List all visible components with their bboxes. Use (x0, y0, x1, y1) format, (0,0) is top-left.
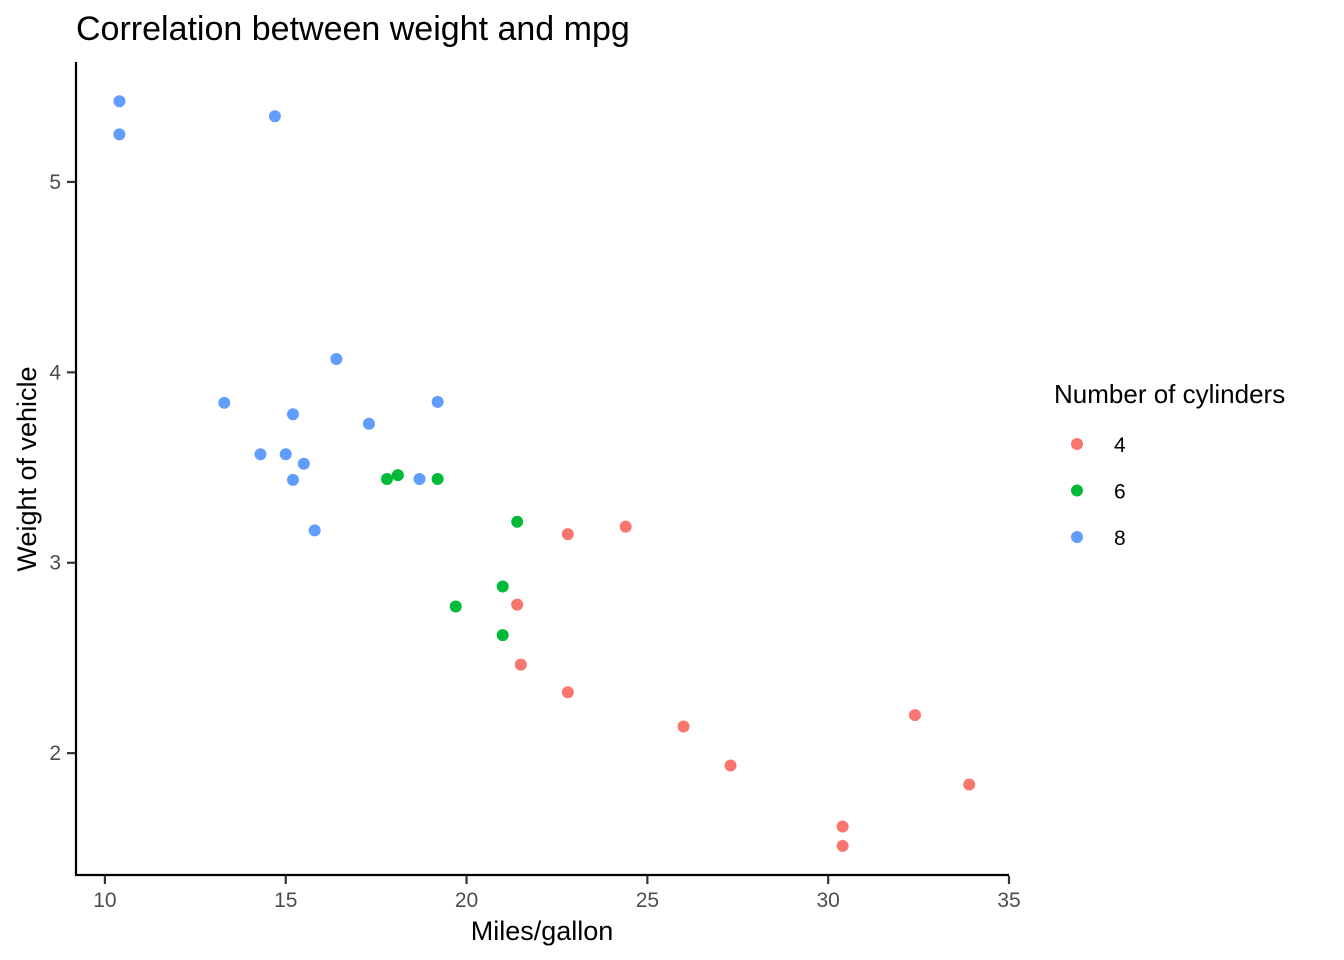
data-point-cyl-8 (362, 417, 375, 430)
data-point-cyl-8 (330, 353, 343, 366)
data-point-cyl-8 (254, 448, 267, 461)
data-point-cyl-8 (297, 457, 310, 470)
legend-key-6 (1071, 484, 1083, 497)
data-point-cyl-4 (619, 520, 632, 533)
x-tick-label: 10 (93, 889, 116, 912)
y-axis-label: Weight of vehicle (12, 366, 42, 571)
x-tick-label: 35 (997, 889, 1020, 912)
data-points (113, 95, 976, 852)
legend-label-4: 4 (1114, 434, 1126, 457)
data-point-cyl-6 (431, 472, 444, 485)
legend: Number of cylinders 4 6 8 (1054, 379, 1285, 550)
chart-title: Correlation between weight and mpg (76, 10, 630, 48)
legend-key-4 (1071, 438, 1083, 450)
data-point-cyl-4 (724, 759, 737, 772)
legend-label-8: 8 (1114, 527, 1126, 550)
data-point-cyl-8 (413, 472, 426, 485)
data-point-cyl-8 (113, 128, 126, 141)
data-point-cyl-4 (677, 720, 690, 733)
data-point-cyl-4 (963, 778, 976, 791)
data-point-cyl-4 (836, 820, 849, 833)
data-point-cyl-8 (286, 408, 299, 421)
y-tick-label: 4 (49, 361, 61, 384)
legend-label-6: 6 (1114, 481, 1126, 504)
y-tick-label: 3 (49, 552, 61, 575)
data-point-cyl-8 (268, 110, 281, 123)
data-point-cyl-8 (308, 524, 321, 537)
plot-area: 10 15 20 25 30 35 2 3 4 5 (49, 62, 1021, 912)
data-point-cyl-4 (908, 709, 921, 722)
data-point-cyl-8 (286, 473, 299, 486)
x-tick-label: 30 (817, 889, 840, 912)
x-axis-label: Miles/gallon (471, 916, 614, 946)
legend-items: 4 6 8 (1071, 434, 1126, 550)
data-point-cyl-8 (113, 95, 126, 108)
data-point-cyl-4 (511, 598, 524, 611)
x-tick-label: 15 (274, 889, 297, 912)
data-point-cyl-4 (836, 839, 849, 852)
data-point-cyl-4 (561, 528, 574, 541)
data-point-cyl-8 (218, 396, 231, 409)
x-tick-label: 20 (455, 889, 478, 912)
data-point-cyl-6 (496, 580, 509, 593)
y-tick-label: 2 (49, 742, 61, 765)
data-point-cyl-4 (514, 658, 527, 671)
data-point-cyl-8 (279, 448, 292, 461)
data-point-cyl-6 (391, 469, 404, 482)
y-tick-label: 5 (49, 171, 61, 194)
x-axis-ticks: 10 15 20 25 30 35 (93, 876, 1021, 912)
data-point-cyl-6 (381, 472, 393, 485)
data-point-cyl-4 (561, 686, 574, 699)
x-tick-label: 25 (636, 889, 659, 912)
data-point-cyl-6 (449, 600, 462, 613)
data-point-cyl-8 (431, 395, 444, 408)
legend-key-8 (1071, 531, 1083, 543)
legend-title: Number of cylinders (1054, 379, 1285, 409)
data-point-cyl-6 (511, 515, 524, 528)
data-point-cyl-6 (496, 629, 509, 642)
y-axis-ticks: 2 3 4 5 (49, 171, 75, 765)
